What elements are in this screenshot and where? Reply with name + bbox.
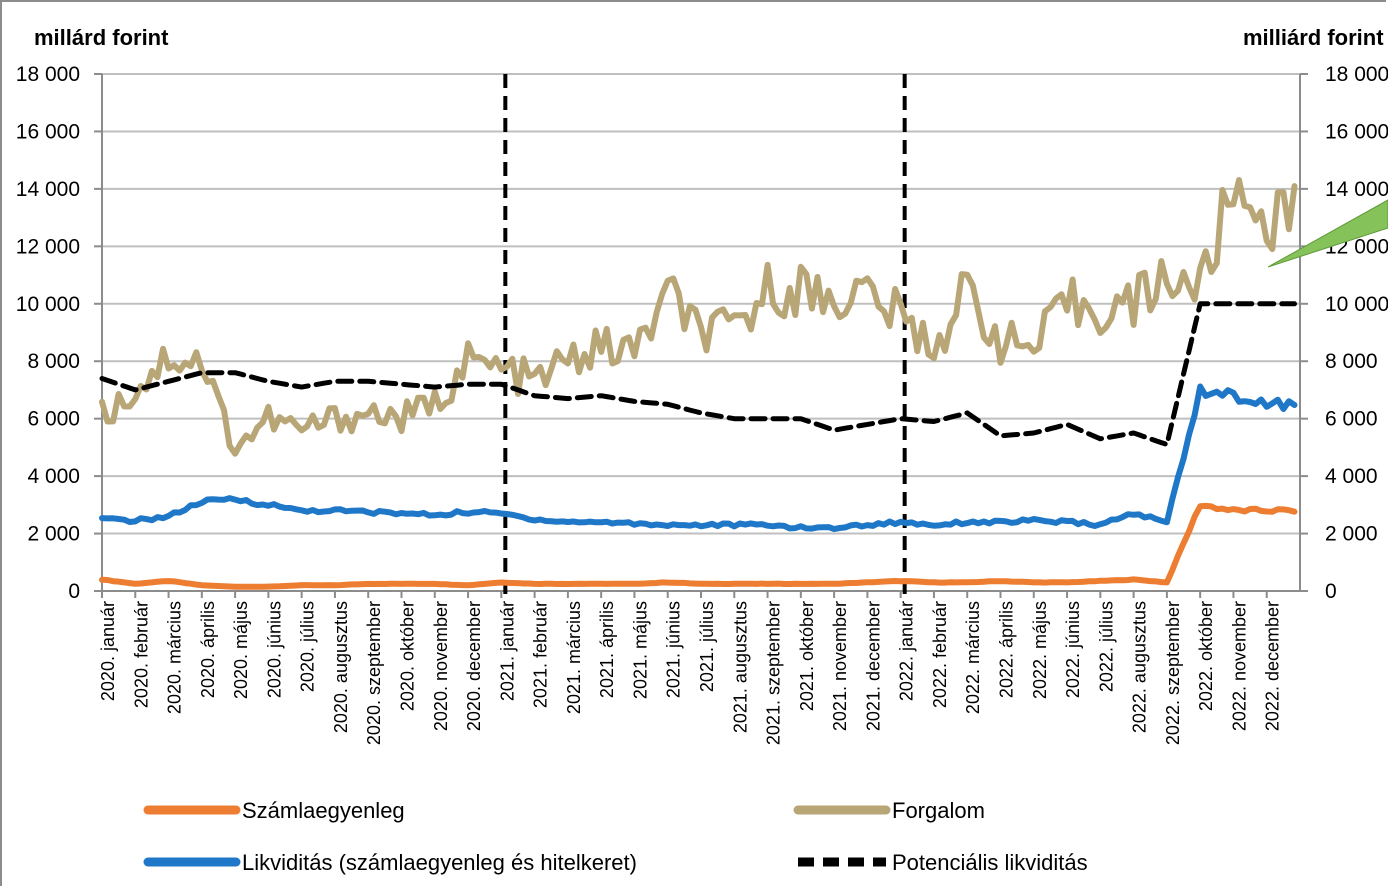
y-tick-label: 10 000: [16, 293, 80, 316]
x-tick-label: 2022. október: [1196, 601, 1216, 711]
x-tick-label: 2021. február: [531, 601, 551, 708]
x-tick-label: 2022. február: [930, 601, 950, 708]
y-tick-label: 14 000: [16, 178, 80, 201]
x-tick-label: 2020. február: [131, 601, 151, 708]
x-tick-label: 2022. szeptember: [1163, 601, 1183, 745]
y-tick-label-right: 18 000: [1325, 63, 1388, 86]
x-tick-label: 2022. július: [1096, 601, 1116, 692]
x-tick-label: 2022. november: [1229, 601, 1249, 731]
x-tick-label: 2021. április: [597, 601, 617, 698]
x-tick-label: 2021. szeptember: [764, 601, 784, 745]
x-tick-label: 2022. május: [1030, 601, 1050, 699]
x-tick-label: 2022. január: [897, 601, 917, 701]
series-line-3: [99, 301, 1297, 447]
y-tick-label-right: 16 000: [1325, 120, 1388, 143]
x-tick-label: 2020. augusztus: [331, 601, 351, 733]
pointer-arrow-icon: [1267, 199, 1388, 268]
x-tick-label: 2021. augusztus: [730, 601, 750, 733]
x-tick-label: 2020. november: [431, 601, 451, 731]
left-axis-title: millárd forint: [34, 25, 169, 50]
x-tick-label: 2021. december: [863, 601, 883, 731]
y-tick-label: 4 000: [27, 465, 80, 488]
x-tick-label: 2021. június: [664, 601, 684, 698]
y-tick-label: 0: [68, 580, 80, 603]
x-tick-label: 2022. december: [1263, 601, 1283, 731]
x-tick-label: 2022. április: [996, 601, 1016, 698]
legend: Számlaegyenleg Forgalom Likviditás (számla…: [143, 798, 1088, 875]
axes: [94, 73, 1308, 598]
x-tick-label: 2020. március: [165, 601, 185, 714]
y-tick-label-right: 0: [1325, 580, 1337, 603]
x-tick-label: 2022. június: [1063, 601, 1083, 698]
y-tick-label-right: 4 000: [1325, 465, 1378, 488]
x-tick-labels: 2020. január 2020. február 2020. március 20…: [98, 601, 1283, 745]
x-tick-label: 2020. július: [298, 601, 318, 692]
y-tick-label: 12 000: [16, 235, 80, 258]
series-line-1: [99, 177, 1298, 457]
x-tick-label: 2022. augusztus: [1130, 601, 1150, 733]
y-tick-label-right: 14 000: [1325, 178, 1388, 201]
legend-label: Forgalom: [892, 798, 985, 823]
x-tick-label: 2022. március: [963, 601, 983, 714]
y-tick-label: 2 000: [27, 523, 80, 546]
x-tick-label: 2020. szeptember: [364, 601, 384, 745]
x-tick-label: 2020. január: [98, 601, 118, 701]
x-tick-label: 2021. március: [564, 601, 584, 714]
right-axis-title: milliárd forint: [1243, 25, 1384, 50]
x-tick-label: 2020. április: [198, 601, 218, 698]
series-line-2: [99, 383, 1298, 533]
y-tick-label: 8 000: [27, 350, 80, 373]
x-tick-label: 2021. január: [497, 601, 517, 701]
y-tick-label-right: 6 000: [1325, 408, 1378, 431]
gridlines: [102, 73, 1300, 535]
x-tick-label: 2021. július: [697, 601, 717, 692]
legend-label: Számlaegyenleg: [242, 798, 405, 823]
series-lines: [99, 177, 1298, 590]
x-tick-label: 2020. június: [264, 601, 284, 698]
left-y-tick-labels: 0 2 000 4 000 6 000 8 000 10 000 12 000 14 000 1…: [16, 63, 80, 603]
y-tick-label: 6 000: [27, 408, 80, 431]
y-tick-label-right: 8 000: [1325, 350, 1378, 373]
x-tick-label: 2021. május: [630, 601, 650, 699]
legend-label: Likviditás (számlaegyenleg és hitelkeret…: [242, 850, 637, 875]
series-line-0: [99, 502, 1298, 590]
y-tick-label: 18 000: [16, 63, 80, 86]
y-tick-label-right: 10 000: [1325, 293, 1388, 316]
y-tick-label-right: 2 000: [1325, 523, 1378, 546]
x-tick-label: 2021. november: [830, 601, 850, 731]
x-tick-label: 2020. október: [397, 601, 417, 711]
x-tick-label: 2020. december: [464, 601, 484, 731]
y-tick-label: 16 000: [16, 120, 80, 143]
x-tick-label: 2020. május: [231, 601, 251, 699]
x-tick-label: 2021. október: [797, 601, 817, 711]
legend-label: Potenciális likviditás: [892, 850, 1088, 875]
